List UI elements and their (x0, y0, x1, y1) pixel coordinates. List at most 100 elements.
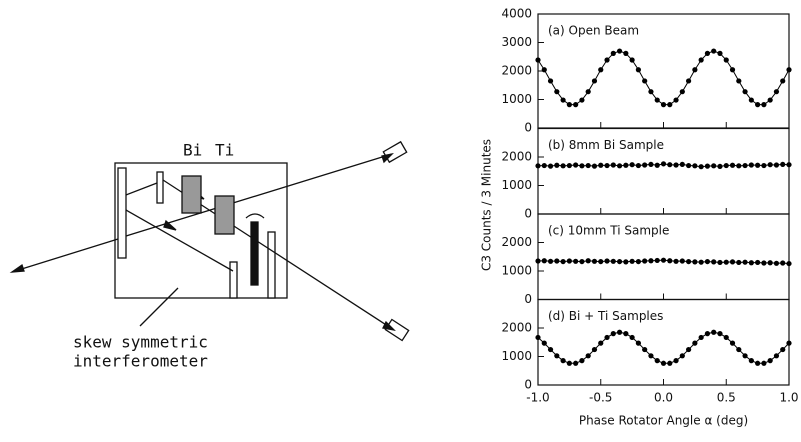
data-point (736, 78, 742, 84)
crystal-outline (114, 162, 288, 299)
data-point (723, 259, 729, 265)
data-point (736, 346, 742, 353)
data-point (642, 258, 648, 264)
data-point (673, 358, 679, 364)
data-point (616, 48, 623, 54)
data-point (786, 67, 792, 73)
data-point (635, 340, 642, 346)
data-point (773, 260, 780, 266)
data-point (604, 258, 610, 264)
data-point (541, 258, 547, 264)
data-point (635, 67, 642, 73)
data-point (742, 259, 748, 265)
data-point (573, 102, 579, 108)
data-point (629, 258, 635, 264)
data-point (755, 162, 761, 168)
data-point (704, 163, 711, 169)
data-point (742, 162, 748, 169)
data-point (780, 161, 786, 168)
y-tick-label: 4000 (501, 7, 532, 21)
data-point (648, 89, 654, 95)
data-point (654, 97, 660, 103)
data-point (560, 163, 566, 169)
blade (267, 231, 276, 299)
data-point (711, 259, 717, 265)
data-point (748, 358, 754, 364)
data-point (673, 162, 679, 168)
data-line (537, 50, 790, 106)
data-point (755, 259, 761, 266)
data-point (566, 162, 572, 169)
data-point (723, 57, 729, 63)
data-point (729, 259, 736, 265)
panel-title: (a) Open Beam (548, 24, 639, 38)
data-point (660, 360, 667, 366)
data-point (755, 102, 761, 108)
data-point (616, 258, 623, 265)
data-point (692, 67, 698, 73)
phase-rotator (250, 221, 259, 286)
data-point (723, 334, 729, 341)
data-point (616, 329, 623, 335)
data-point (554, 162, 560, 168)
data-point (786, 340, 792, 346)
y-tick-label: 1000 (501, 349, 532, 363)
data-point (579, 258, 585, 265)
data-point (591, 163, 598, 169)
data-point (541, 162, 547, 169)
data-point (742, 89, 748, 95)
data-point (629, 334, 635, 341)
beam (11, 238, 119, 273)
data-point (642, 162, 648, 168)
detector (382, 140, 408, 164)
rotation-arrow (245, 213, 265, 219)
data-point (554, 89, 560, 95)
y-tick-label: 2000 (501, 150, 532, 164)
data-point (717, 259, 723, 266)
data-point (667, 102, 673, 108)
y-tick-label: 0 (524, 378, 532, 392)
x-tick-label: 0.0 (654, 391, 673, 405)
data-point (541, 340, 547, 346)
arrowhead (9, 263, 25, 273)
panel-title: (d) Bi + Ti Samples (548, 309, 663, 323)
data-point (729, 67, 736, 73)
data-point (723, 162, 729, 169)
data-point (755, 360, 761, 366)
x-axis-label: Phase Rotator Angle α (deg) (579, 414, 748, 428)
plots: 0 1000 2000 3000 4000 (a) Open Beam 0 1000 2000 (… (501, 7, 798, 428)
data-point (560, 358, 566, 364)
data-point (773, 162, 780, 168)
sample-label: Ti (215, 141, 234, 160)
data-point (648, 258, 654, 264)
data-point (585, 353, 591, 359)
data-point (566, 102, 572, 108)
x-tick-label: 0.5 (717, 391, 736, 405)
data-point (717, 163, 723, 170)
data-point (692, 340, 698, 346)
data-point (629, 162, 635, 168)
data-point (654, 257, 660, 264)
data-point (566, 258, 572, 264)
data-point (535, 163, 541, 169)
data-point (560, 258, 566, 265)
data-point (535, 258, 541, 264)
data-point (786, 260, 792, 267)
data-point (717, 331, 723, 337)
data-point (629, 57, 635, 63)
data-point (573, 258, 579, 264)
data-point (704, 258, 711, 265)
y-tick-label: 1000 (501, 264, 532, 278)
data-point (679, 89, 685, 95)
data-point (660, 102, 667, 108)
data-point (786, 162, 792, 168)
y-tick-label: 2000 (501, 64, 532, 78)
data-point (654, 358, 660, 364)
data-point (579, 358, 585, 364)
arrowhead (163, 219, 177, 231)
data-point (761, 260, 767, 266)
data-point (654, 162, 660, 168)
y-tick-label: 3000 (501, 35, 532, 49)
data-point (767, 260, 773, 266)
